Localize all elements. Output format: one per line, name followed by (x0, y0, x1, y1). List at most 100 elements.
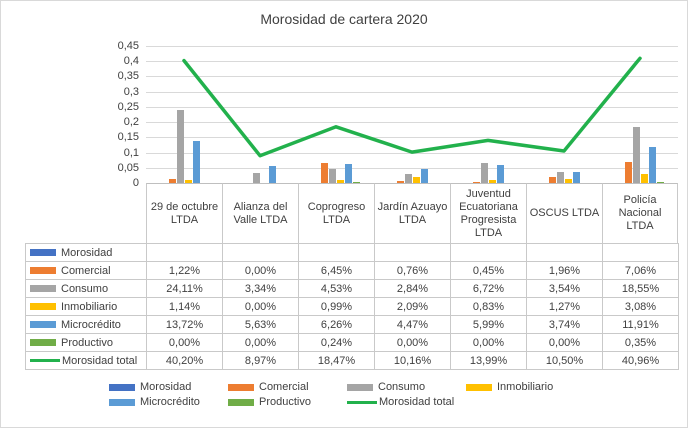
gridline (146, 137, 678, 139)
bar-inmobiliario (336, 180, 344, 183)
bar-comercial (396, 180, 404, 183)
category-label-29-de-octubre-ltda: 29 de octubre LTDA (146, 183, 222, 243)
table-cell: 5,99% (450, 315, 527, 334)
table-row-comercial: Comercial 1,22% 0,00% 6,45% 0,76% 0,45% 1,96% 7… (25, 261, 679, 280)
series-name: Comercial (61, 264, 111, 277)
microcredito-legend-swatch-icon (109, 398, 135, 406)
inmobiliario-swatch-icon (30, 303, 56, 311)
data-table: Morosidad Comercial 1,22% 0,00% 6,45% 0,76% 0,… (25, 243, 679, 370)
y-axis-tick-label: 0,05 (117, 161, 139, 174)
bar-comercial (168, 179, 176, 183)
legend-row: Microcrédito Productivo Morosidad total (109, 396, 585, 408)
table-cell: 7,06% (602, 261, 679, 280)
table-cell: 0,00% (222, 333, 299, 352)
table-cell (602, 243, 679, 262)
category-label-juventud-ecuatoriana-progresista-ltda: Juventud Ecuatoriana Progresista LTDA (450, 183, 526, 243)
table-cell (450, 243, 527, 262)
bar-microcredito (572, 171, 580, 183)
chart-title: Morosidad de cartera 2020 (260, 11, 428, 27)
bar-microcredito (420, 169, 428, 183)
table-cell: 0,35% (602, 333, 679, 352)
table-cell: 3,34% (222, 279, 299, 298)
table-cell: 1,27% (526, 297, 603, 316)
table-cell: 0,00% (222, 261, 299, 280)
bar-consumo (252, 172, 260, 183)
series-label-cell: Morosidad (25, 243, 147, 262)
productivo-swatch-icon (30, 339, 56, 347)
bar-productivo (352, 182, 360, 183)
productivo-legend-swatch-icon (228, 398, 254, 406)
table-row-consumo: Consumo 24,11% 3,34% 4,53% 2,84% 6,72% 3,54% 18… (25, 279, 679, 298)
table-row-productivo: Productivo 0,00% 0,00% 0,24% 0,00% 0,00% 0,00%… (25, 333, 679, 352)
legend-label: Microcrédito (140, 396, 200, 408)
gridline (146, 46, 678, 47)
bar-group-coprogreso-ltda (298, 46, 374, 183)
table-cell: 10,50% (526, 351, 603, 370)
table-cell: 0,24% (298, 333, 375, 352)
y-axis-tick-label: 0,3 (123, 85, 139, 98)
table-row-morosidad-total: Morosidad total 40,20% 8,97% 18,47% 10,16% 13… (25, 351, 679, 370)
consumo-legend-swatch-icon (347, 383, 373, 391)
category-label-coprogreso-ltda: Coprogreso LTDA (298, 183, 374, 243)
series-name: Productivo (61, 336, 113, 349)
bar-consumo (176, 109, 184, 183)
bar-group-alianza-del-valle-ltda (222, 46, 298, 183)
table-cell: 2,09% (374, 297, 451, 316)
table-cell: 2,84% (374, 279, 451, 298)
series-label-cell: Consumo (25, 279, 147, 298)
bar-inmobiliario (564, 179, 572, 183)
category-label-oscus-ltda: OSCUS LTDA (526, 183, 602, 243)
table-cell: 24,11% (146, 279, 223, 298)
table-cell: 11,91% (602, 315, 679, 334)
y-axis-tick-label: 0 (132, 177, 139, 189)
y-axis-tick-label: 0,4 (123, 55, 139, 68)
category-label-alianza-del-valle-ltda: Alianza del Valle LTDA (222, 183, 298, 243)
table-cell: 5,63% (222, 315, 299, 334)
legend-label: Consumo (378, 381, 426, 393)
y-axis-tick-label: 0,25 (117, 100, 139, 113)
series-name: Microcrédito (61, 318, 121, 331)
series-label-cell: Comercial (25, 261, 147, 280)
table-cell: 6,26% (298, 315, 375, 334)
table-cell: 40,96% (602, 351, 679, 370)
bar-group-oscus-ltda (526, 46, 602, 183)
bar-microcredito (344, 163, 352, 183)
table-cell: 40,20% (146, 351, 223, 370)
table-cell (298, 243, 375, 262)
bar-comercial (624, 161, 632, 183)
category-label-jardin-azuayo-ltda: Jardín Azuayo LTDA (374, 183, 450, 243)
legend-label: Inmobiliario (497, 381, 554, 393)
table-cell: 1,14% (146, 297, 223, 316)
legend-item-morosidad-total: Morosidad total (347, 396, 466, 408)
y-axis-tick-label: 0,15 (117, 131, 139, 144)
legend-row: Morosidad Comercial Consumo Inmobiliario (109, 381, 585, 393)
table-cell: 18,55% (602, 279, 679, 298)
gridline (146, 61, 678, 63)
x-axis-category-labels: 29 de octubre LTDA Alianza del Valle LTDA… (146, 183, 678, 243)
bar-group-juventud-ecuatoriana-progresista-ltda (450, 46, 526, 183)
table-cell: 18,47% (298, 351, 375, 370)
table-cell: 0,83% (450, 297, 527, 316)
table-row-morosidad: Morosidad (25, 243, 679, 262)
legend-item-inmobiliario: Inmobiliario (466, 381, 585, 393)
bar-group-jardin-azuayo-ltda (374, 46, 450, 183)
table-cell: 8,97% (222, 351, 299, 370)
gridline (146, 91, 678, 93)
table-cell: 10,16% (374, 351, 451, 370)
plot-area (146, 46, 678, 184)
bar-group-29-de-octubre-ltda (146, 46, 222, 183)
morosidad-total-legend-swatch-icon (347, 400, 377, 404)
legend-label: Morosidad (140, 381, 192, 393)
series-name: Inmobiliario (61, 300, 118, 313)
bar-comercial (472, 181, 480, 183)
chart-legend: Morosidad Comercial Consumo Inmobiliario Mic… (109, 381, 585, 408)
table-cell: 3,08% (602, 297, 679, 316)
bar-group-policia-nacional-ltda (602, 46, 678, 183)
table-cell: 6,45% (298, 261, 375, 280)
table-cell: 0,45% (450, 261, 527, 280)
table-cell: 0,76% (374, 261, 451, 280)
table-cell: 3,74% (526, 315, 603, 334)
bar-inmobiliario (184, 179, 192, 183)
y-axis-tick-label: 0,1 (123, 146, 139, 159)
